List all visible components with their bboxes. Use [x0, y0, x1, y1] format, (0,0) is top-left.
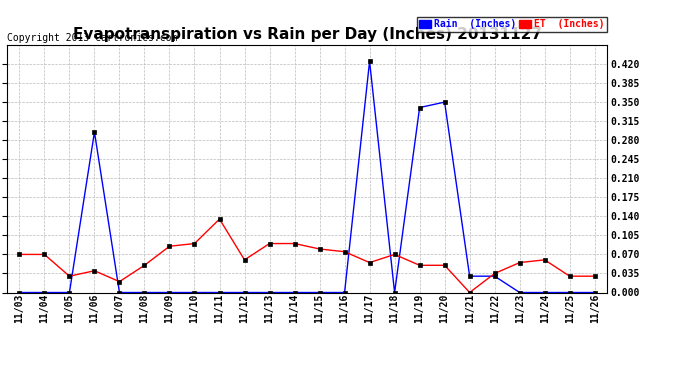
Legend: Rain  (Inches), ET  (Inches): Rain (Inches), ET (Inches) [417, 16, 607, 32]
Title: Evapotranspiration vs Rain per Day (Inches) 20131127: Evapotranspiration vs Rain per Day (Inch… [72, 27, 542, 42]
Text: Copyright 2013 Cartronics.com: Copyright 2013 Cartronics.com [7, 33, 177, 42]
